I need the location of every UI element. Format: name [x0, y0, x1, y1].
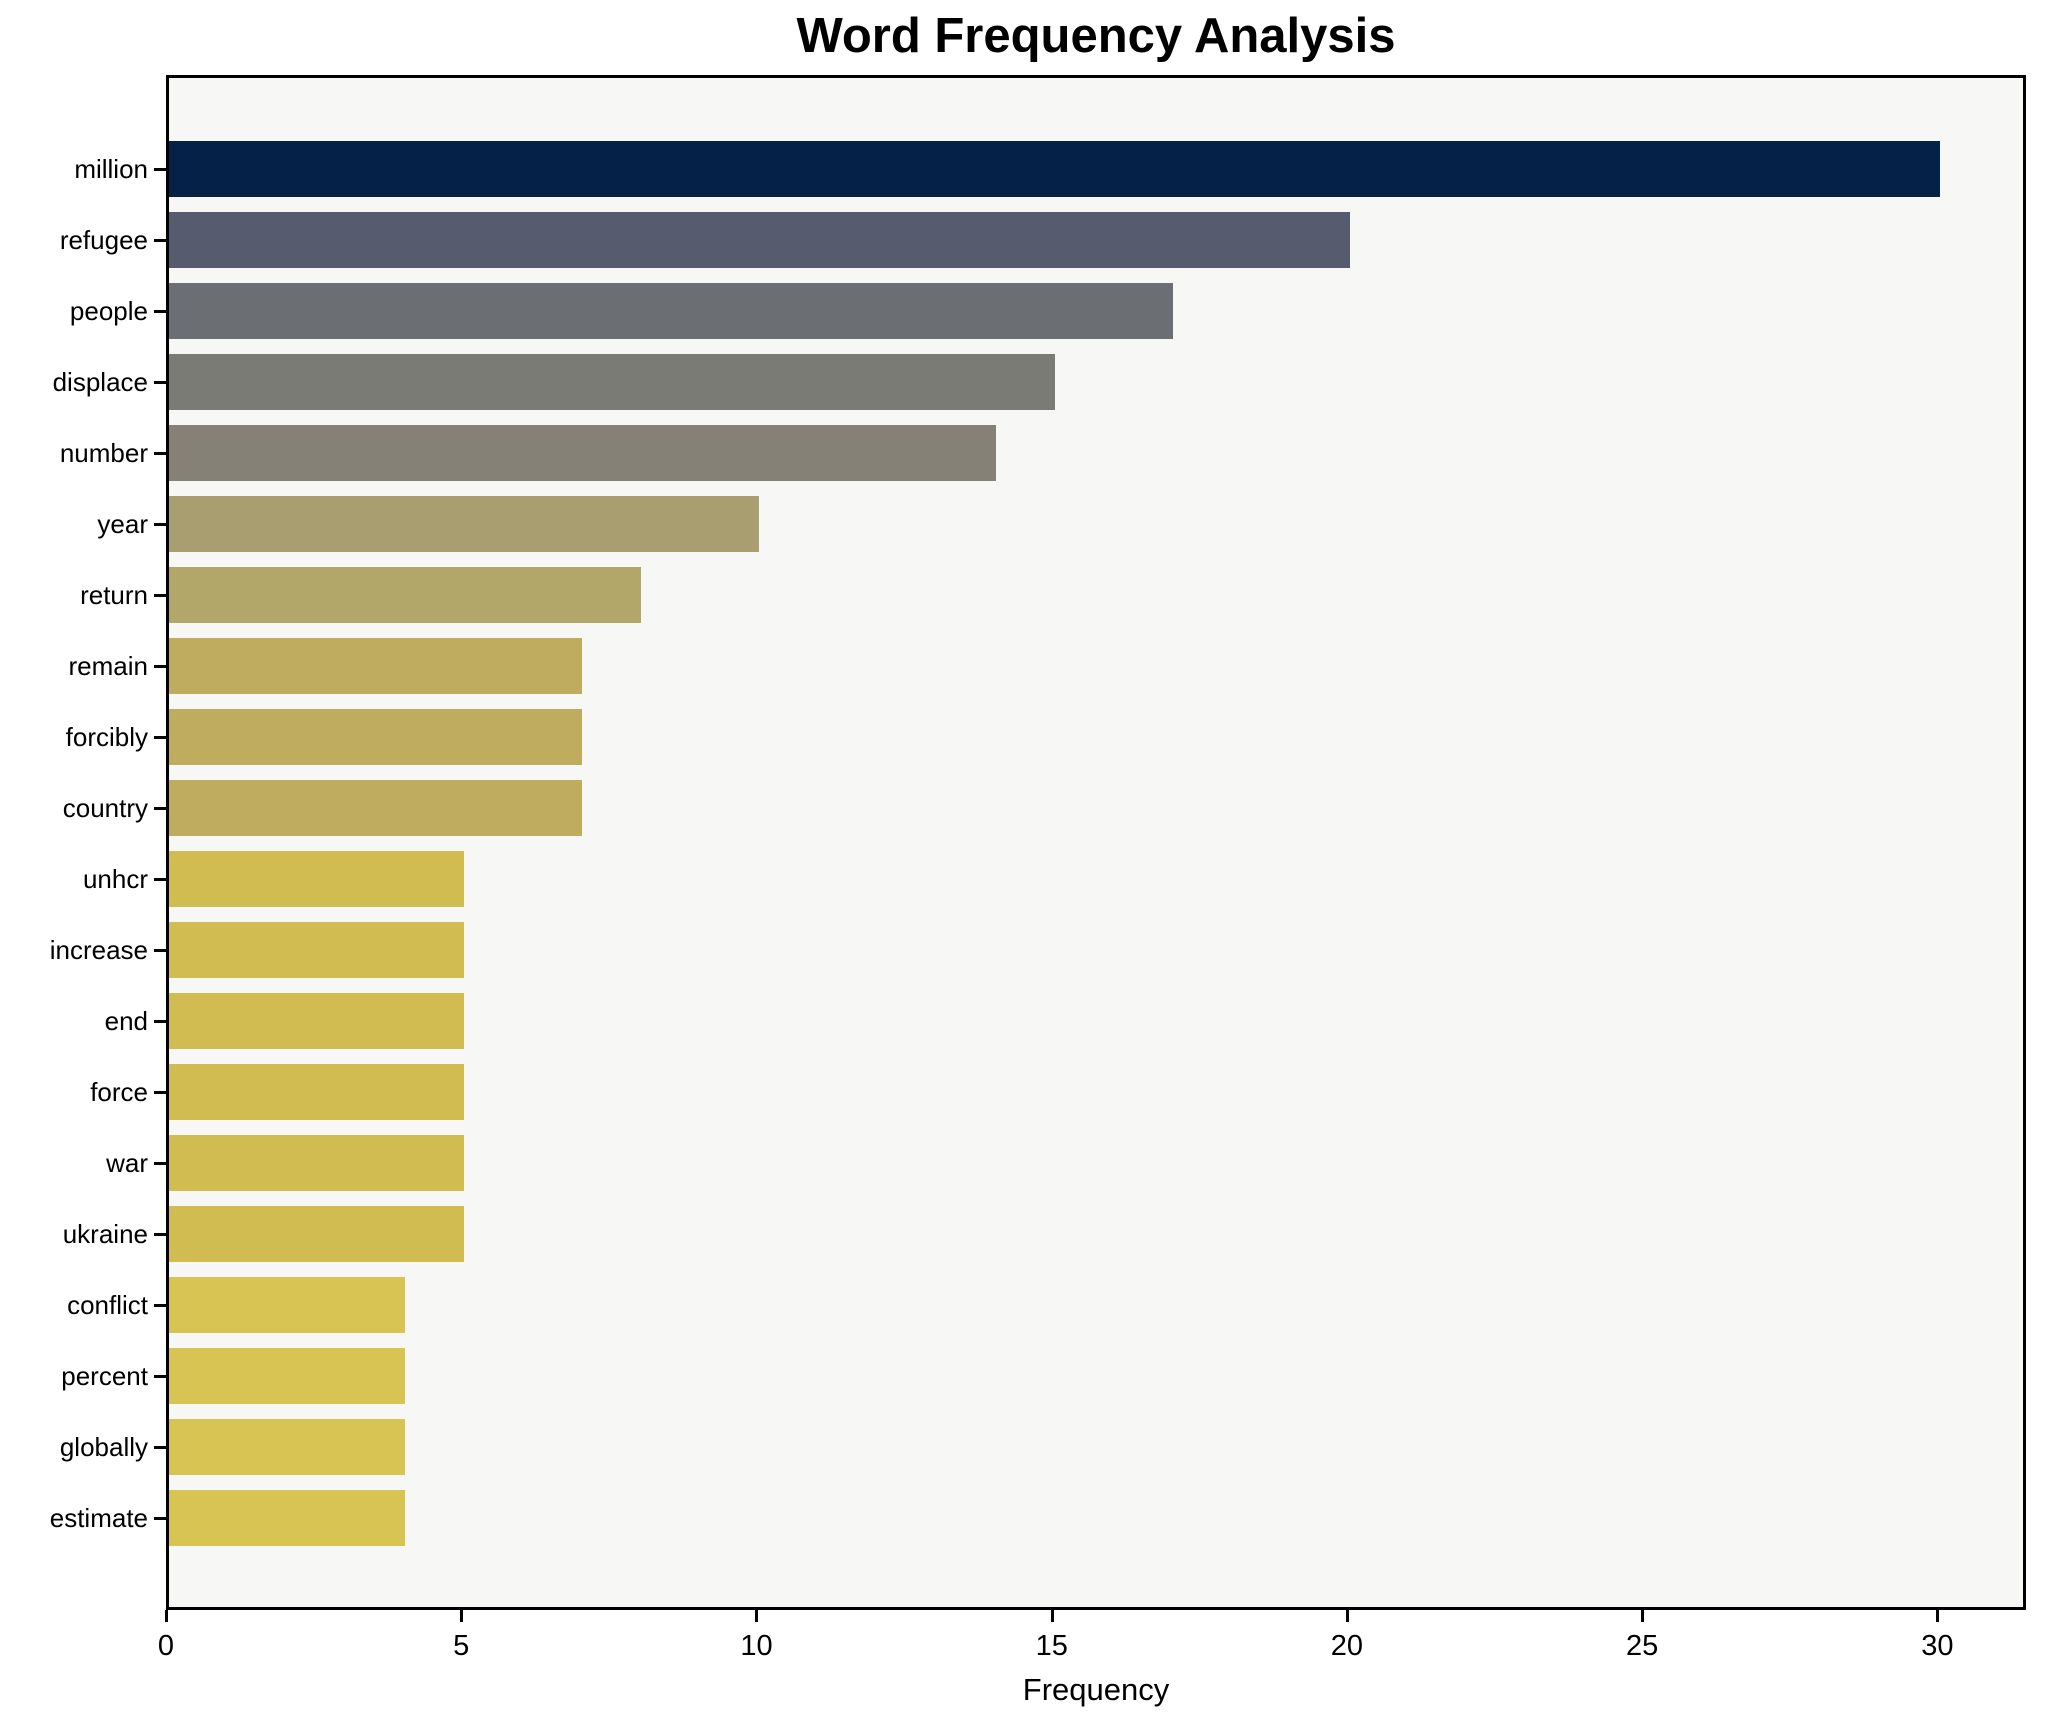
y-tick-label-return: return	[80, 580, 148, 610]
y-tick-label-war: war	[106, 1148, 148, 1178]
y-tick-label-refugee: refugee	[59, 225, 148, 255]
x-tick-mark	[1641, 1610, 1645, 1622]
y-tick-label-million: million	[74, 154, 148, 184]
y-tick-mark	[154, 665, 166, 668]
bar-increase	[169, 922, 464, 978]
bar-estimate	[169, 1490, 405, 1546]
y-tick-label-remain: remain	[68, 651, 148, 681]
y-tick-mark	[154, 1304, 166, 1307]
bar-refugee	[169, 212, 1350, 268]
bar-ukraine	[169, 1206, 464, 1262]
bar-war	[169, 1135, 464, 1191]
y-tick-label-number: number	[59, 438, 148, 468]
bar-country	[169, 780, 582, 836]
x-tick-label-0: 0	[157, 1630, 175, 1662]
y-tick-label-estimate: estimate	[49, 1503, 148, 1533]
bar-people	[169, 283, 1173, 339]
y-tick-label-force: force	[90, 1077, 148, 1107]
bar-force	[169, 1064, 464, 1120]
y-tick-mark	[154, 949, 166, 952]
y-tick-mark	[154, 168, 166, 171]
bar-remain	[169, 638, 582, 694]
y-tick-label-year: year	[97, 509, 148, 539]
y-tick-label-conflict: conflict	[67, 1290, 148, 1320]
y-tick-mark	[154, 807, 166, 810]
bar-unhcr	[169, 851, 464, 907]
y-tick-label-ukraine: ukraine	[62, 1219, 148, 1249]
bar-return	[169, 567, 641, 623]
x-tick-label-20: 20	[1330, 1630, 1364, 1662]
y-tick-label-unhcr: unhcr	[82, 864, 148, 894]
y-tick-label-percent: percent	[61, 1361, 148, 1391]
bar-year	[169, 496, 759, 552]
x-tick-mark	[1936, 1610, 1940, 1622]
y-tick-mark	[154, 381, 166, 384]
y-tick-mark	[154, 1020, 166, 1023]
y-tick-label-people: people	[69, 296, 148, 326]
bar-percent	[169, 1348, 405, 1404]
bar-end	[169, 993, 464, 1049]
x-tick-mark	[165, 1610, 168, 1622]
y-tick-mark	[154, 878, 166, 881]
x-tick-label-25: 25	[1626, 1630, 1659, 1662]
chart-title: Word Frequency Analysis	[796, 9, 1396, 63]
y-tick-mark	[154, 1233, 166, 1236]
y-tick-mark	[154, 736, 166, 739]
y-tick-label-globally: globally	[59, 1432, 148, 1462]
y-tick-label-displace: displace	[52, 367, 148, 397]
bar-conflict	[169, 1277, 405, 1333]
bar-displace	[169, 354, 1055, 410]
y-tick-mark	[154, 1091, 166, 1094]
y-tick-label-end: end	[104, 1006, 148, 1036]
y-tick-mark	[154, 452, 166, 455]
y-tick-mark	[154, 239, 166, 242]
bar-forcibly	[169, 709, 582, 765]
y-tick-label-country: country	[62, 793, 148, 823]
y-tick-mark	[154, 1375, 166, 1378]
bar-globally	[169, 1419, 405, 1475]
x-tick-mark	[755, 1610, 759, 1622]
y-tick-label-increase: increase	[49, 935, 148, 965]
y-tick-mark	[154, 594, 166, 597]
x-tick-mark	[1345, 1610, 1349, 1622]
x-tick-label-15: 15	[1035, 1630, 1068, 1662]
x-tick-label-30: 30	[1921, 1630, 1954, 1662]
y-tick-mark	[154, 310, 166, 313]
x-tick-label-5: 5	[453, 1630, 470, 1662]
x-tick-mark	[460, 1610, 464, 1622]
plot-area	[166, 75, 2026, 1610]
bar-number	[169, 425, 996, 481]
x-tick-label-10: 10	[740, 1630, 773, 1662]
y-tick-mark	[154, 1446, 166, 1449]
y-tick-mark	[154, 1162, 166, 1165]
bar-million	[169, 141, 1940, 197]
x-axis-title: Frequency	[1022, 1672, 1170, 1707]
y-tick-mark	[154, 523, 166, 526]
y-tick-label-forcibly: forcibly	[65, 722, 148, 752]
x-tick-mark	[1050, 1610, 1054, 1622]
y-tick-mark	[154, 1517, 166, 1520]
